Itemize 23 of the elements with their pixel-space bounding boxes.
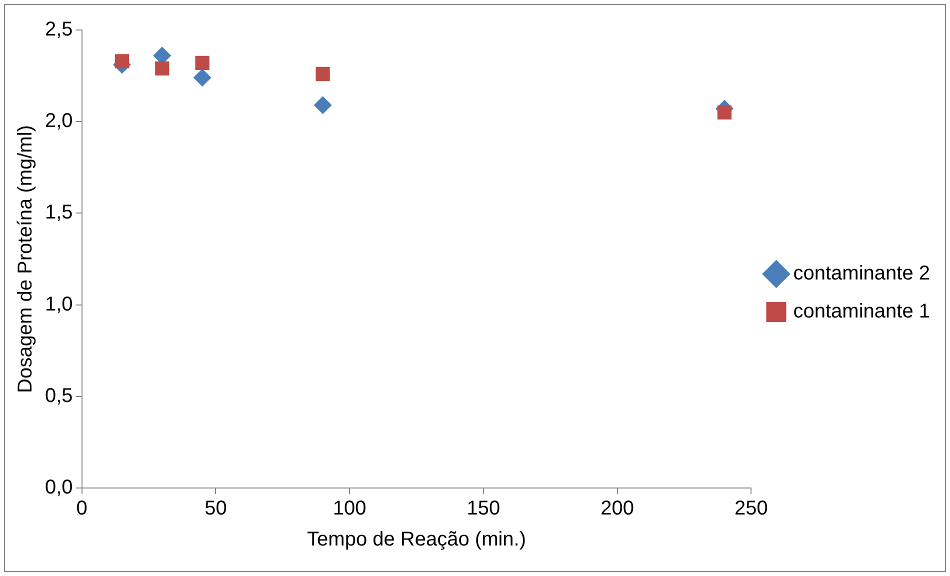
y-tick-label: 1,5 bbox=[44, 202, 73, 224]
legend-label: contaminante 1 bbox=[793, 300, 930, 323]
point bbox=[155, 61, 170, 76]
legend-label: contaminante 2 bbox=[793, 262, 930, 285]
point bbox=[195, 56, 210, 70]
point bbox=[314, 96, 332, 114]
y-tick-label: 1,0 bbox=[44, 293, 73, 316]
y-tick-label: 0,5 bbox=[44, 384, 73, 407]
point bbox=[717, 105, 732, 120]
x-tick-label: 200 bbox=[600, 498, 634, 520]
point bbox=[316, 66, 330, 82]
point bbox=[193, 68, 212, 87]
x-tick-label: 50 bbox=[204, 498, 227, 520]
y-tick-label: 0,0 bbox=[44, 476, 73, 499]
x-tick-label: 0 bbox=[76, 498, 88, 520]
x-tick-label: 250 bbox=[734, 498, 768, 520]
y-axis-title: Dosagem de Proteína (mg/ml) bbox=[14, 125, 37, 393]
y-tick-label: 2,0 bbox=[44, 110, 73, 132]
y-tick-label: 2,5 bbox=[44, 18, 73, 41]
x-tick-label: 150 bbox=[466, 498, 500, 520]
point bbox=[114, 54, 130, 68]
x-axis-title: Tempo de Reação (min.) bbox=[307, 528, 526, 551]
x-tick-label: 100 bbox=[332, 498, 366, 520]
